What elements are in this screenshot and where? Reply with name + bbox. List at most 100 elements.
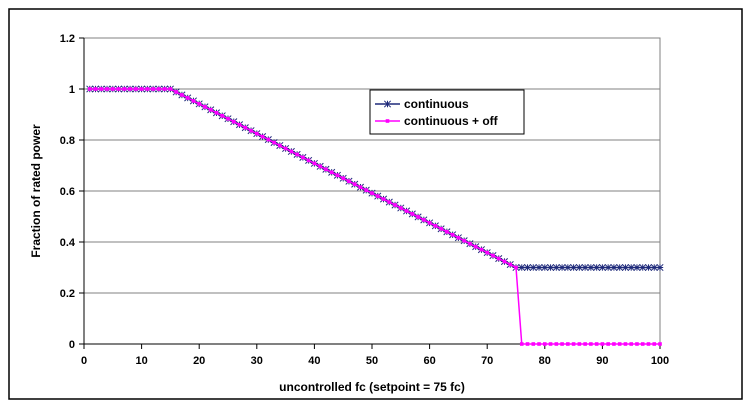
data-point	[581, 263, 589, 272]
data-point	[525, 342, 530, 346]
data-point	[479, 247, 484, 252]
x-tick-label: 30	[251, 355, 263, 367]
data-point	[329, 170, 334, 175]
data-point	[266, 137, 271, 142]
data-point	[610, 263, 618, 272]
data-point	[427, 221, 432, 225]
data-point	[548, 342, 553, 346]
data-point	[168, 87, 173, 91]
x-axis-label: uncontrolled fc (setpoint = 75 fc)	[279, 380, 465, 394]
data-point	[612, 342, 616, 346]
data-point	[652, 342, 657, 346]
data-point	[531, 342, 536, 346]
data-point	[650, 263, 658, 272]
data-point	[289, 149, 294, 154]
data-point	[87, 87, 92, 91]
data-point	[577, 342, 582, 346]
data-point	[105, 87, 109, 91]
data-point	[616, 263, 624, 272]
data-point	[306, 158, 311, 163]
data-point	[558, 263, 566, 272]
data-point	[255, 131, 259, 136]
x-tick-label: 40	[308, 355, 320, 367]
data-point	[260, 134, 265, 139]
data-point	[237, 122, 242, 127]
data-point	[243, 125, 248, 130]
data-point	[646, 342, 651, 346]
data-point	[387, 200, 392, 204]
data-point	[134, 87, 138, 91]
data-point	[445, 230, 449, 234]
data-point	[564, 263, 572, 272]
data-point	[593, 263, 601, 272]
x-tick-label: 100	[651, 355, 669, 367]
data-point	[439, 227, 443, 231]
legend-label: continuous	[404, 97, 469, 111]
legend-marker	[383, 100, 392, 108]
data-point	[604, 263, 612, 272]
data-point	[208, 108, 213, 112]
data-point	[410, 212, 415, 216]
data-point	[502, 259, 507, 264]
data-point	[566, 342, 570, 346]
y-tick-label: 0.2	[60, 288, 75, 300]
data-point	[128, 87, 132, 91]
data-point	[278, 143, 282, 148]
data-point	[370, 191, 374, 195]
data-point	[341, 176, 345, 181]
data-point	[157, 87, 161, 91]
data-point	[139, 87, 144, 91]
data-point	[600, 342, 605, 346]
data-point	[589, 342, 593, 346]
data-point	[295, 152, 299, 157]
x-tick-label: 0	[81, 355, 87, 367]
data-point	[570, 263, 578, 272]
data-point	[180, 93, 184, 97]
data-point	[174, 90, 178, 94]
data-point	[122, 87, 127, 91]
data-point	[518, 263, 526, 272]
data-point	[623, 342, 628, 346]
data-point	[529, 263, 537, 272]
data-point	[231, 119, 236, 124]
y-axis-label: Fraction of rated power	[29, 124, 43, 258]
data-point	[456, 235, 461, 240]
data-point	[594, 342, 599, 346]
data-point	[658, 342, 662, 346]
data-point	[433, 224, 438, 228]
data-point	[571, 342, 576, 346]
y-tick-label: 1.2	[60, 33, 75, 45]
data-point	[621, 263, 629, 272]
data-point	[640, 342, 645, 346]
data-point	[575, 263, 583, 272]
data-point	[598, 263, 606, 272]
data-point	[491, 253, 495, 258]
data-point	[93, 87, 98, 91]
data-point	[617, 342, 622, 346]
x-tick-label: 10	[135, 355, 147, 367]
data-point	[473, 244, 478, 249]
legend: continuous continuous + off	[369, 89, 525, 135]
data-point	[416, 215, 420, 219]
data-point	[519, 342, 524, 346]
legend-box	[369, 89, 525, 135]
data-point	[272, 140, 276, 145]
data-point	[347, 179, 351, 184]
data-point	[335, 173, 340, 178]
data-point	[203, 105, 207, 109]
data-point	[629, 342, 633, 346]
data-point	[552, 263, 560, 272]
x-tick-label: 80	[539, 355, 551, 367]
data-point	[514, 265, 518, 270]
data-point	[639, 263, 647, 272]
series-continuous-off	[87, 87, 662, 346]
data-point	[116, 87, 121, 91]
data-point	[547, 263, 555, 272]
data-point	[226, 116, 230, 121]
data-point	[301, 155, 305, 160]
data-point	[422, 218, 426, 222]
tick-labels: 0 0.2 0.4 0.6 0.8 1 1.2 0 10 20 30 40 50 60 70 80 90 100	[60, 33, 669, 367]
data-point	[606, 342, 610, 346]
y-tick-label: 0.6	[60, 186, 75, 198]
